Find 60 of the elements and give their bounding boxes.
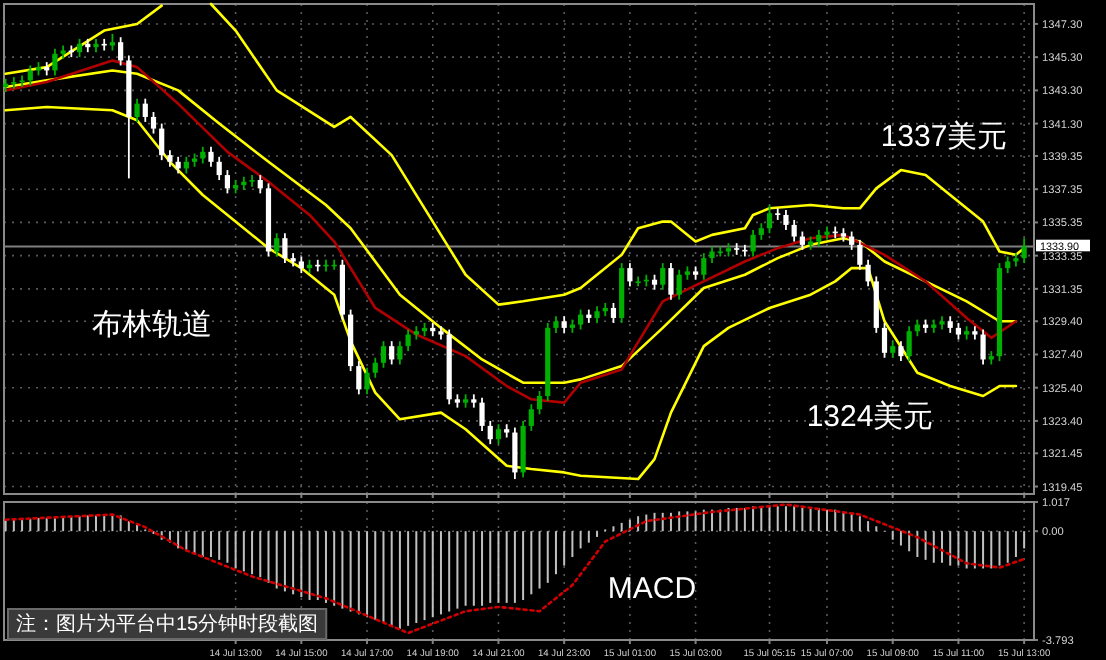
candlestick <box>380 340 387 369</box>
candlestick <box>1021 237 1027 265</box>
annotation: MACD <box>607 572 697 606</box>
candlestick <box>536 390 543 416</box>
candlestick <box>134 97 140 123</box>
candlestick <box>76 37 83 59</box>
candlestick <box>783 209 789 231</box>
candlestick <box>224 169 231 195</box>
candlestick <box>610 302 617 324</box>
candlestick <box>873 275 879 334</box>
candlestick <box>668 262 674 301</box>
candlestick <box>150 111 157 135</box>
candlestick <box>19 74 25 88</box>
candlestick <box>766 204 773 235</box>
candlestick <box>775 207 781 221</box>
candlestick <box>676 268 682 301</box>
candlestick <box>660 262 666 291</box>
candlestick <box>397 340 403 366</box>
candlestick <box>734 242 740 256</box>
candlestick <box>512 426 518 480</box>
candlestick <box>11 76 17 90</box>
candlestick <box>627 262 633 288</box>
candlestick <box>701 252 707 281</box>
candlestick <box>980 328 986 366</box>
candlestick <box>881 322 888 359</box>
candlestick <box>849 230 855 251</box>
candlestick <box>405 328 411 353</box>
candlestick <box>799 230 805 251</box>
candlestick <box>906 325 912 363</box>
candlestick <box>257 174 263 195</box>
candlestick <box>249 174 255 188</box>
candlestick <box>528 403 534 432</box>
candlestick <box>578 308 584 331</box>
candlestick <box>479 396 485 432</box>
candlestick <box>495 423 502 446</box>
candlestick <box>274 232 280 258</box>
candlestick <box>750 229 756 258</box>
candlestick <box>216 155 222 181</box>
annotation: 1337美元 <box>880 120 1008 154</box>
annotation: 注：图片为平台中15分钟时段截图 <box>16 612 319 636</box>
candlestick <box>865 258 871 288</box>
candlestick <box>364 366 370 396</box>
candlestick <box>101 37 107 52</box>
candlestick <box>356 360 362 396</box>
candlestick <box>791 219 797 243</box>
candlestick <box>487 420 493 446</box>
candlestick <box>282 232 288 265</box>
candlestick <box>857 238 863 271</box>
candlestick <box>27 64 33 87</box>
annotation: 1324美元 <box>806 400 934 434</box>
candlestick <box>898 340 904 363</box>
annotation: 布林轨道 <box>92 308 212 342</box>
candlestick <box>142 97 148 123</box>
candlestick <box>389 340 395 366</box>
candlestick <box>159 122 165 162</box>
candlestick <box>208 145 214 168</box>
candlestick <box>520 420 526 479</box>
candlestick <box>52 47 58 77</box>
candlestick <box>372 356 378 379</box>
candlestick <box>118 36 124 67</box>
